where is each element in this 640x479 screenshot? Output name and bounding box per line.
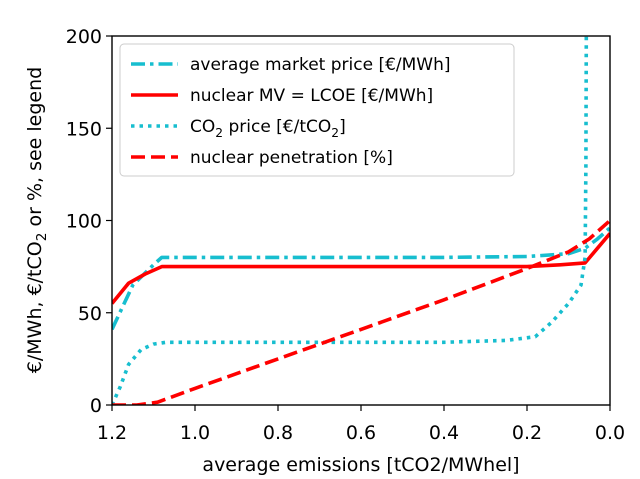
y-tick-label: 150	[66, 118, 102, 140]
y-tick-label: 200	[66, 26, 102, 48]
x-tick-label: 0.6	[346, 422, 376, 444]
x-tick-label: 1.0	[180, 422, 210, 444]
series-line-2	[112, 232, 610, 305]
y-tick-label: 100	[66, 211, 102, 233]
y-axis: 0 50 100 150 200	[66, 26, 112, 417]
y-tick-label: 0	[90, 395, 102, 417]
x-tick-label: 1.2	[97, 422, 127, 444]
legend-label-3: CO2 price [€/tCO2]	[190, 117, 346, 140]
legend-label-2: nuclear MV = LCOE [€/MWh]	[190, 86, 433, 106]
legend-label-1: average market price [€/MWh]	[190, 55, 451, 75]
legend-box	[119, 43, 515, 177]
series-line-3	[112, 36, 589, 405]
legend-label-4: nuclear penetration [%]	[190, 148, 393, 168]
x-tick-label: 0.8	[263, 422, 293, 444]
y-tick-label: 50	[78, 303, 102, 325]
x-tick-label: 0.4	[429, 422, 459, 444]
series-line-1	[112, 226, 610, 331]
legend: average market price [€/MWh] nuclear MV =…	[119, 43, 515, 177]
y-axis-title: €/MWh, €/tCO2 or %, see legend	[24, 67, 50, 373]
series-line-4	[112, 219, 610, 405]
x-axis: 1.2 1.0 0.8 0.6 0.4 0.2 0.0	[97, 405, 625, 444]
plot-lines	[112, 36, 610, 405]
x-tick-label: 0.0	[595, 422, 625, 444]
x-axis-title: average emissions [tCO2/MWhel]	[202, 454, 519, 476]
x-tick-label: 0.2	[512, 422, 542, 444]
